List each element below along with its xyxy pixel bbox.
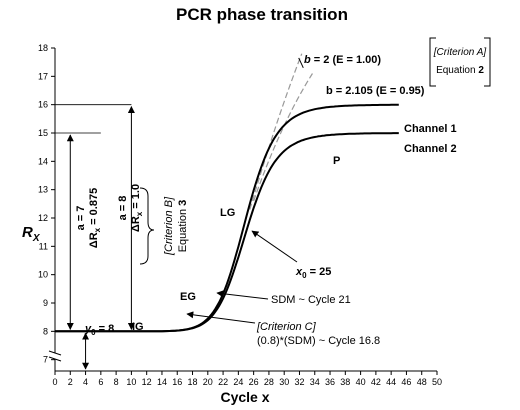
x-tick-label: 38: [340, 377, 350, 387]
svg-text:ΔRx = 1.0: ΔRx = 1.0: [130, 184, 144, 232]
y-tick-label: 17: [38, 71, 48, 81]
criterion-c-body: (0.8)*(SDM) ~ Cycle 16.8: [257, 335, 380, 347]
y-tick-label: 7: [43, 355, 48, 365]
svg-text:[Criterion B]: [Criterion B]: [163, 196, 175, 256]
svg-text:a = 7: a = 7: [75, 206, 87, 231]
channel2-amplitude-label: a = 7 ΔRx = 0.875: [75, 188, 102, 248]
label-lg: LG: [220, 207, 235, 219]
x-tick-label: 36: [325, 377, 335, 387]
label-plateau: P: [333, 155, 340, 167]
label-x0: x0 = 25: [295, 266, 331, 280]
x-tick-label: 40: [356, 377, 366, 387]
label-b2105: b = 2.105 (E = 0.95): [326, 85, 425, 97]
svg-text:a = 8: a = 8: [117, 196, 129, 221]
y-tick-label: 13: [38, 185, 48, 195]
x-tick-label: 26: [249, 377, 259, 387]
b2-pointer: [298, 57, 304, 69]
criterion-a-bracket: [429, 37, 491, 87]
criterion-a-equation: Equation 2: [436, 65, 484, 76]
dashed-curve-b2105: [253, 73, 313, 202]
x-tick-label: 2: [68, 377, 73, 387]
x-tick-label: 20: [203, 377, 213, 387]
axis-break-upper: [48, 350, 62, 356]
x-tick-label: 44: [386, 377, 396, 387]
x-tick-label: 12: [142, 377, 152, 387]
label-channel-1: Channel 1: [404, 123, 457, 135]
x-tick-label: 0: [52, 377, 57, 387]
criterion-a-title: [Criterion A]: [433, 47, 487, 58]
svg-text:ΔRx = 0.875: ΔRx = 0.875: [88, 188, 102, 248]
x-tick-label: 6: [98, 377, 103, 387]
x-tick-label: 46: [401, 377, 411, 387]
x0-arrow: [251, 230, 298, 263]
criterion-c-title: [Criterion C]: [256, 321, 317, 333]
x-tick-label: 34: [310, 377, 320, 387]
criterion-b-brace: [139, 187, 155, 265]
channel1-amplitude-label: a = 8 ΔRx = 1.0: [117, 184, 144, 232]
y-tick-label: 10: [38, 270, 48, 280]
label-ig: IG: [132, 321, 144, 333]
y-tick-label: 8: [43, 326, 48, 336]
label-sdm: SDM ~ Cycle 21: [271, 294, 351, 306]
y-axis-label: RX: [22, 224, 41, 244]
axis-break-lower: [48, 356, 62, 362]
x-axis-label: Cycle x: [220, 389, 269, 405]
y-tick-label: 15: [38, 128, 48, 138]
label-b2: b = 2 (E = 1.00): [304, 54, 381, 66]
curves: [55, 53, 399, 333]
y-tick-label: 14: [38, 156, 48, 166]
label-channel-2: Channel 2: [404, 143, 457, 155]
svg-text:Equation 3: Equation 3: [177, 200, 189, 253]
x-tick-label: 4: [83, 377, 88, 387]
chart-title: PCR phase transition: [176, 5, 348, 24]
y-tick-label: 16: [38, 100, 48, 110]
x-tick-label: 32: [294, 377, 304, 387]
x-tick-label: 18: [188, 377, 198, 387]
dashed-curve-b2: [249, 53, 303, 210]
y-tick-label: 11: [39, 241, 48, 251]
delta-arrows: [66, 105, 135, 370]
y-tick-label: 18: [38, 43, 48, 53]
x-tick-label: 50: [432, 377, 442, 387]
x-tick-label: 30: [279, 377, 289, 387]
label-eg: EG: [180, 291, 196, 303]
criterion-c-arrow: [186, 311, 256, 324]
x-tick-label: 24: [233, 377, 243, 387]
x-tick-label: 10: [126, 377, 136, 387]
sdm-arrow: [216, 290, 269, 300]
axes: [48, 47, 438, 375]
series-line-2: [55, 132, 399, 333]
y-tick-label: 9: [43, 298, 48, 308]
x-tick-label: 28: [264, 377, 274, 387]
y-tick-label: 12: [38, 213, 48, 223]
x-tick-label: 8: [114, 377, 119, 387]
x-tick-label: 16: [172, 377, 182, 387]
x-tick-label: 42: [371, 377, 381, 387]
x-tick-label: 48: [417, 377, 427, 387]
x-tick-label: 22: [218, 377, 228, 387]
label-y0: y0 = 8: [84, 323, 114, 337]
criterion-b-label: [Criterion B] Equation 3: [163, 196, 189, 256]
tick-labels: 0 2 4 6 8 10 12 14 16 18 20 22 24 26 28 30 32 34 36 38 40 42 4…: [38, 43, 442, 387]
x-tick-label: 14: [157, 377, 167, 387]
